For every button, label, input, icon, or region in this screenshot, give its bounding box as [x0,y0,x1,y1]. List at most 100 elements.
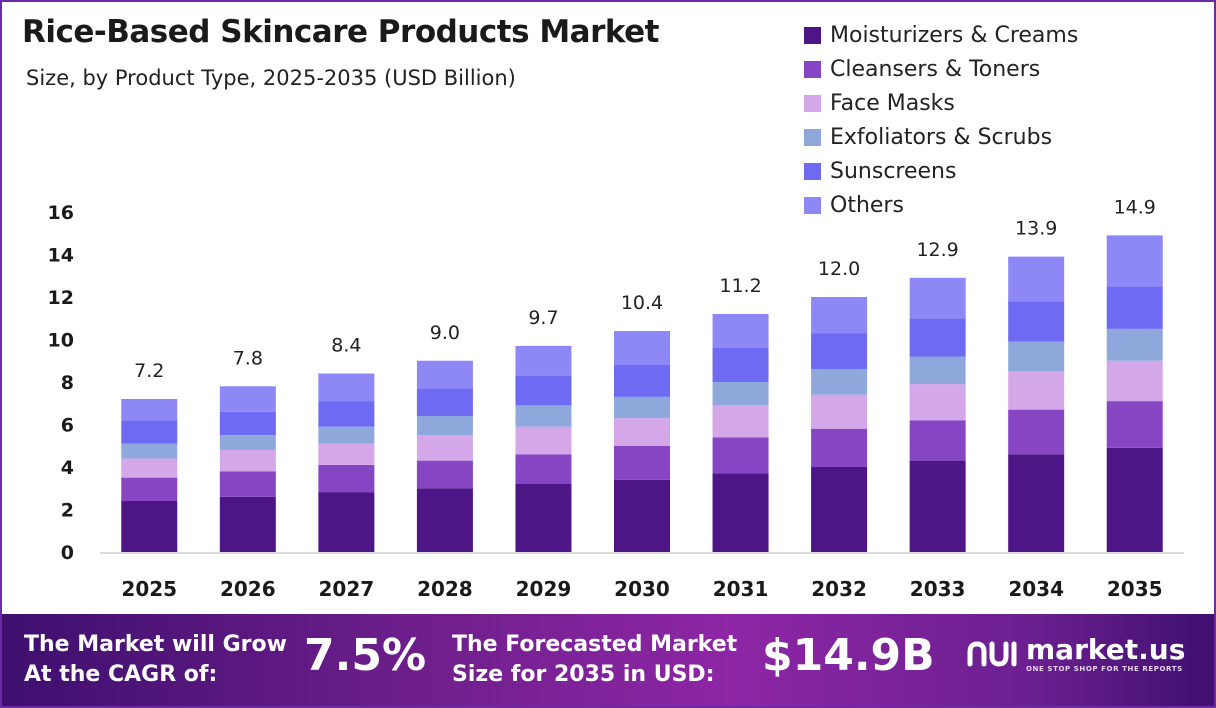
y-tick-label: 4 [61,457,74,479]
bar-segment-2031-4 [712,348,769,382]
bar-segment-2026-0 [219,496,276,552]
bar-segment-2030-1 [614,445,670,480]
bar-total-label: 11.2 [719,275,761,297]
legend-item-cleansers: Cleansers & Toners [804,52,1078,86]
legend-label: Exfoliators & Scrubs [830,124,1053,150]
bar-segment-2030-3 [614,396,670,419]
bar-segment-2033-5 [909,277,966,319]
y-tick-label: 0 [61,542,74,564]
legend-label: Sunscreens [830,158,957,184]
bar-segment-2031-0 [712,473,769,552]
legend-item-sunscreens: Sunscreens [804,154,1078,188]
brand-tagline: ONE STOP SHOP FOR THE REPORTS [1026,665,1183,673]
legend-swatch [804,94,821,112]
bar-total-label: 13.9 [1015,218,1057,240]
bar-segment-2034-0 [1008,454,1065,552]
bar-segment-2028-4 [416,388,473,416]
legend-label: Cleansers & Toners [830,56,1041,82]
bar-segment-2026-5 [219,386,276,412]
bar-segment-2030-4 [614,365,670,397]
bar-segment-2026-3 [219,435,276,450]
bar-segment-2035-4 [1106,286,1163,329]
chart-subtitle: Size, by Product Type, 2025-2035 (USD Bi… [26,66,516,90]
bar-segment-2029-2 [515,426,572,455]
bar-total-label: 12.0 [818,258,860,280]
bar-segment-2031-2 [712,405,769,438]
y-tick-label: 12 [48,287,74,309]
bar-segment-2031-5 [712,314,769,348]
bar-segment-2034-3 [1008,341,1065,372]
x-tick-label: 2027 [319,577,375,601]
bar-segment-2032-0 [811,467,868,552]
legend-item-moisturizers: Moisturizers & Creams [804,18,1078,52]
bar-segment-2030-2 [614,418,670,446]
bar-total-label: 7.2 [134,360,164,382]
forecast-value: $14.9B [762,630,935,681]
x-tick-label: 2028 [417,577,473,601]
bar-segment-2032-3 [811,369,868,395]
x-tick-label: 2026 [220,577,276,601]
cagr-label-line1: The Market will Grow [24,632,287,657]
bar-segment-2033-2 [909,384,966,421]
legend-swatch [804,26,821,44]
bar-segment-2029-1 [515,454,572,484]
legend-item-exfoliators: Exfoliators & Scrubs [804,120,1078,154]
y-tick-label: 10 [48,330,74,352]
bar-segment-2030-5 [614,331,670,365]
legend-swatch [804,60,821,78]
legend: Moisturizers & Creams Cleansers & Toners… [804,18,1078,222]
bar-segment-2026-2 [219,450,276,472]
bar-segment-2027-0 [318,492,375,552]
legend-swatch [804,128,821,146]
bar-segment-2031-3 [712,382,769,406]
bar-segment-2030-0 [614,479,670,552]
bar-segment-2025-0 [121,501,178,552]
legend-swatch [804,196,821,214]
x-tick-label: 2033 [910,577,966,601]
bar-segment-2027-2 [318,443,375,465]
legend-label: Moisturizers & Creams [830,22,1079,48]
y-tick-label: 6 [61,415,74,437]
bar-total-label: 12.9 [916,239,958,261]
bar-segment-2035-3 [1106,328,1163,361]
bar-segment-2034-1 [1008,409,1065,455]
forecast-label-line2: Size for 2035 in USD: [452,662,715,687]
bar-segment-2029-4 [515,375,572,406]
forecast-label-line1: The Forecasted Market [452,632,738,657]
bar-segment-2028-2 [416,435,473,461]
legend-swatch [804,162,821,180]
bar-segment-2025-4 [121,420,178,444]
x-tick-label: 2034 [1008,577,1064,601]
bar-segment-2027-4 [318,401,375,427]
bar-total-label: 7.8 [233,347,263,369]
bar-segment-2033-3 [909,356,966,385]
chart-title: Rice-Based Skincare Products Market [22,14,660,50]
legend-label: Others [830,192,904,218]
legend-label: Face Masks [830,90,955,116]
y-tick-label: 2 [61,500,74,522]
market-us-logo-icon [967,641,1017,667]
footer-banner: The Market will Grow At the CAGR of: 7.5… [2,614,1214,706]
bar-segment-2031-1 [712,437,769,474]
bar-segment-2035-2 [1106,360,1163,402]
bar-segment-2027-5 [318,373,375,402]
brand-text: market.us ONE STOP SHOP FOR THE REPORTS [1026,633,1186,674]
brand-name: market.us [1026,633,1186,666]
bar-segment-2025-2 [121,458,178,478]
y-tick-label: 16 [48,202,74,224]
bar-segment-2025-1 [121,477,178,501]
bar-segment-2029-0 [515,484,572,552]
x-tick-label: 2032 [811,577,867,601]
bar-segment-2025-5 [121,399,178,421]
bar-segment-2027-3 [318,426,375,444]
x-tick-label: 2029 [516,577,572,601]
bar-segment-2028-5 [416,360,473,389]
bar-segment-2033-4 [909,318,966,357]
bar-total-label: 8.4 [331,335,361,357]
forecast-label: The Forecasted Market Size for 2035 in U… [452,630,737,690]
brand-logo: market.us ONE STOP SHOP FOR THE REPORTS [964,634,1185,674]
x-tick-label: 2031 [713,577,769,601]
y-tick-label: 8 [61,372,74,394]
bar-segment-2028-1 [416,460,473,489]
